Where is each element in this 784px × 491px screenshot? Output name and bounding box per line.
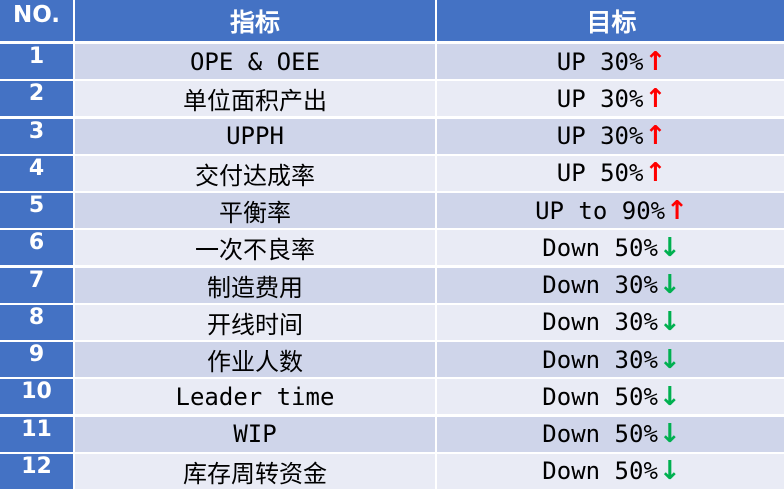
metric-cell: 作业人数 — [75, 342, 435, 378]
header-no: NO. — [0, 0, 73, 41]
target-cell: Down 50% ↓ — [437, 230, 784, 266]
target-cell: Down 30% ↓ — [437, 342, 784, 378]
arrow-down-icon: ↓ — [658, 307, 681, 338]
row-number: 11 — [0, 416, 73, 452]
metric-cell: UPPH — [75, 118, 435, 154]
row-number: 6 — [0, 230, 73, 266]
target-cell: Down 50% ↓ — [437, 453, 784, 489]
arrow-down-icon: ↓ — [658, 344, 681, 375]
row-number: 4 — [0, 155, 73, 191]
metric-cell: 库存周转资金 — [75, 453, 435, 489]
target-text: UP to 90% — [535, 196, 666, 225]
arrow-up-icon: ↑ — [644, 121, 667, 152]
row-number: 8 — [0, 304, 73, 340]
target-cell: UP 30% ↑ — [437, 81, 784, 117]
metric-cell: Leader time — [75, 379, 435, 415]
arrow-down-icon: ↓ — [658, 270, 681, 301]
metric-cell: 开线时间 — [75, 304, 435, 340]
arrow-up-icon: ↑ — [644, 46, 667, 77]
target-text: Down 50% — [542, 233, 658, 262]
row-number: 2 — [0, 81, 73, 117]
metric-cell: 平衡率 — [75, 193, 435, 229]
row-number: 10 — [0, 379, 73, 415]
row-number: 7 — [0, 267, 73, 303]
metric-cell: WIP — [75, 416, 435, 452]
row-number: 9 — [0, 342, 73, 378]
target-cell: Down 30% ↓ — [437, 267, 784, 303]
target-text: Down 30% — [542, 345, 658, 374]
metric-cell: 交付达成率 — [75, 155, 435, 191]
target-text: UP 30% — [556, 122, 644, 151]
target-text: UP 50% — [556, 159, 644, 188]
target-text: Down 50% — [542, 420, 658, 449]
row-number: 3 — [0, 118, 73, 154]
arrow-down-icon: ↓ — [658, 232, 681, 263]
target-cell: Down 30% ↓ — [437, 304, 784, 340]
arrow-up-icon: ↑ — [666, 195, 688, 226]
row-number: 12 — [0, 453, 73, 489]
arrow-down-icon: ↓ — [658, 456, 681, 487]
header-metric: 指标 — [75, 0, 435, 41]
target-cell: Down 50% ↓ — [437, 379, 784, 415]
arrow-down-icon: ↓ — [658, 419, 681, 450]
metric-cell: OPE & OEE — [75, 44, 435, 79]
target-text: Down 30% — [542, 308, 658, 337]
arrow-up-icon: ↑ — [644, 83, 667, 114]
target-text: Down 50% — [542, 382, 658, 411]
target-text: UP 30% — [556, 84, 644, 113]
metric-cell: 单位面积产出 — [75, 81, 435, 117]
metric-cell: 一次不良率 — [75, 230, 435, 266]
arrow-down-icon: ↓ — [658, 381, 681, 412]
row-number: 5 — [0, 193, 73, 229]
target-cell: UP 50% ↑ — [437, 155, 784, 191]
target-cell: Down 50% ↓ — [437, 416, 784, 452]
target-text: Down 50% — [542, 457, 658, 486]
target-text: Down 30% — [542, 271, 658, 300]
target-cell: UP 30% ↑ — [437, 44, 784, 79]
arrow-up-icon: ↑ — [644, 158, 667, 189]
target-cell: UP to 90% ↑ — [437, 193, 784, 229]
row-number: 1 — [0, 44, 73, 79]
target-cell: UP 30% ↑ — [437, 118, 784, 154]
header-target: 目标 — [437, 0, 784, 41]
metric-cell: 制造费用 — [75, 267, 435, 303]
target-text: UP 30% — [556, 47, 644, 76]
